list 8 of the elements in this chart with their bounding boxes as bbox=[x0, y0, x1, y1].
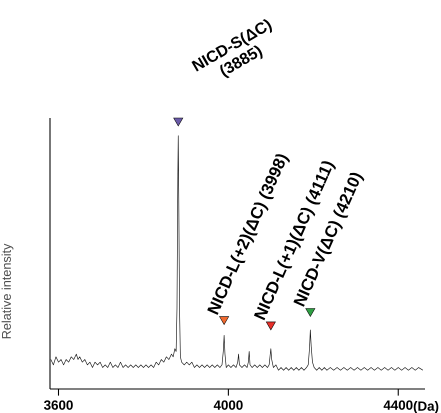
point bbox=[266, 322, 276, 330]
x-tick-label: 4400 bbox=[384, 400, 413, 410]
x-axis-title: (Da) bbox=[414, 401, 438, 413]
x-tick-label: 3600 bbox=[44, 400, 73, 410]
point bbox=[219, 316, 230, 325]
y-axis-title: Relative intensity bbox=[2, 244, 14, 338]
x-tick-label: 4000 bbox=[214, 400, 243, 410]
point bbox=[173, 118, 184, 126]
